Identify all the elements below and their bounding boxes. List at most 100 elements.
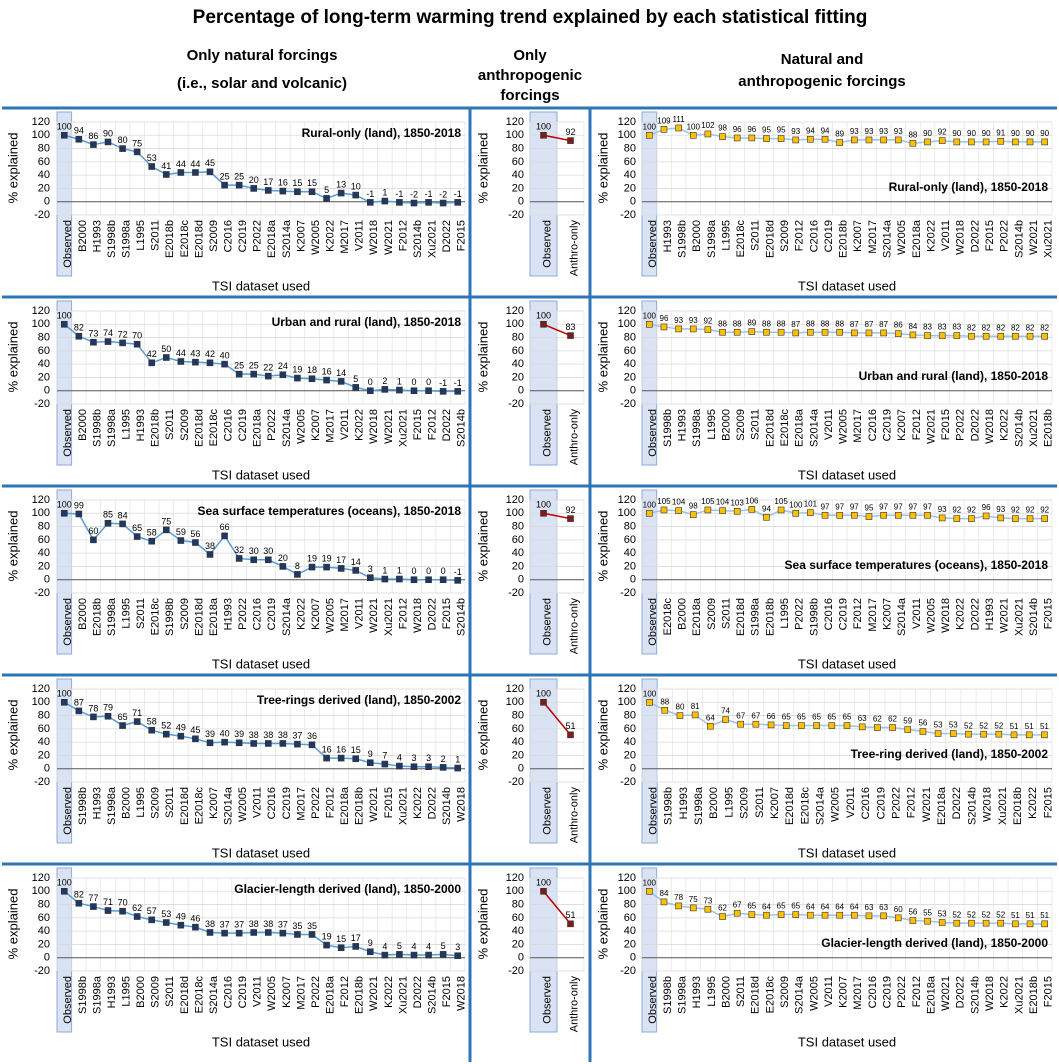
data-label: 94 <box>74 126 84 136</box>
marker <box>104 519 112 527</box>
x-tick-label: C2016 <box>823 598 835 630</box>
marker <box>660 898 668 906</box>
data-label: 52 <box>994 721 1003 730</box>
data-label: 84 <box>660 889 669 898</box>
marker <box>646 698 653 706</box>
data-label: -2 <box>410 189 418 199</box>
data-label: 100 <box>57 311 72 321</box>
marker <box>733 909 741 917</box>
y-axis-label: % explained <box>475 889 490 960</box>
x-tick-label: K2022 <box>412 787 424 819</box>
x-tick-label: W2005 <box>237 787 249 822</box>
x-tick-label: V2011 <box>911 598 923 629</box>
y-tick-label: 20 <box>624 938 636 950</box>
x-tick-label: V2011 <box>339 409 351 440</box>
data-label: 1 <box>397 565 402 575</box>
x-tick-label: L1995 <box>120 976 132 1007</box>
marker <box>968 332 975 340</box>
data-label: 2 <box>382 376 387 386</box>
marker <box>235 181 243 189</box>
data-label: 96 <box>747 125 756 134</box>
marker <box>250 740 258 747</box>
marker <box>836 328 843 336</box>
marker <box>279 371 287 379</box>
data-label: 72 <box>118 329 128 339</box>
data-label: 93 <box>996 505 1005 514</box>
data-label: 4 <box>426 941 431 951</box>
data-label: 24 <box>278 361 288 371</box>
marker <box>1026 515 1034 522</box>
marker <box>807 328 814 336</box>
marker <box>889 724 896 731</box>
column-header: Only natural forcings <box>187 47 338 64</box>
marker <box>1012 920 1019 928</box>
marker <box>133 718 141 725</box>
marker <box>733 328 741 336</box>
y-axis-label: % explained <box>595 889 610 960</box>
marker <box>148 726 156 734</box>
data-label: 75 <box>161 516 171 526</box>
marker <box>90 536 97 544</box>
data-label: 16 <box>322 744 332 754</box>
data-label: 100 <box>57 689 72 699</box>
marker <box>719 328 726 336</box>
y-tick-label: 120 <box>618 305 636 317</box>
marker <box>953 332 961 339</box>
data-label: 88 <box>777 319 786 328</box>
marker <box>264 929 272 936</box>
marker <box>865 912 873 920</box>
marker <box>675 325 682 333</box>
x-tick-label: C2019 <box>875 787 887 819</box>
marker <box>722 716 729 723</box>
y-tick-label: -20 <box>508 776 524 788</box>
x-tick-label: S2014b <box>966 787 978 825</box>
x-tick-label: S1998a <box>106 408 118 447</box>
marker <box>968 515 975 522</box>
x-tick-label: C2016 <box>222 220 234 252</box>
x-tick-label: S2011 <box>164 409 176 440</box>
marker <box>995 730 1003 738</box>
x-tick-label: S2011 <box>135 598 147 629</box>
y-tick-label: 40 <box>512 736 524 748</box>
x-tick-label: H1993 <box>678 787 690 819</box>
marker <box>323 195 330 202</box>
marker <box>60 320 68 328</box>
data-label: -1 <box>454 378 462 388</box>
x-tick-label: F2012 <box>852 598 864 629</box>
x-tick-label: V2011 <box>823 976 835 1007</box>
data-label: 104 <box>672 498 686 507</box>
marker <box>104 338 112 345</box>
data-label: 19 <box>322 931 332 941</box>
data-label: 51 <box>1011 911 1020 920</box>
data-label: 52 <box>161 721 171 731</box>
marker <box>675 507 682 514</box>
data-label: 51 <box>1040 722 1049 731</box>
marker <box>162 730 170 738</box>
y-tick-label: -20 <box>34 398 50 410</box>
x-tick-label: F2012 <box>324 787 336 818</box>
x-tick-label: S2014a <box>208 975 220 1014</box>
y-tick-label: 80 <box>624 898 636 910</box>
data-label: 88 <box>718 319 727 328</box>
marker <box>75 899 83 907</box>
marker <box>567 920 574 928</box>
data-label: 42 <box>205 349 215 359</box>
marker <box>133 340 141 348</box>
data-label: 38 <box>278 730 288 740</box>
data-label: 89 <box>747 319 756 328</box>
data-label: 101 <box>804 500 818 509</box>
y-axis-label: % explained <box>475 322 490 393</box>
marker <box>60 131 68 139</box>
figure-title: Percentage of long-term warming trend ex… <box>193 7 868 28</box>
x-tick-label: E2018a <box>936 786 948 825</box>
marker <box>250 370 258 378</box>
x-tick-label: K2022 <box>1027 787 1039 819</box>
x-tick-label: Observed <box>62 409 74 457</box>
data-label: 97 <box>850 502 859 511</box>
x-tick-label: Observed <box>647 976 659 1024</box>
data-label: 74 <box>103 328 113 338</box>
marker <box>119 520 126 528</box>
data-label: 5 <box>353 374 358 384</box>
data-label: 99 <box>74 500 84 510</box>
y-tick-label: 60 <box>512 723 524 735</box>
